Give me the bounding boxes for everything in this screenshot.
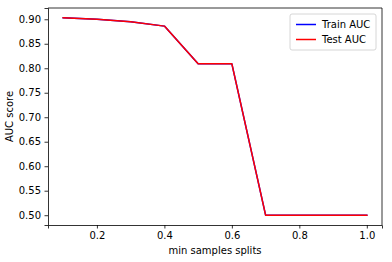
x-axis-title: min samples splits bbox=[168, 245, 261, 256]
y-axis: 0.50 0.55 0.60 0.65 0.70 0.75 0.80 0.85 0.90 bbox=[19, 9, 49, 226]
tick-label: 0.4 bbox=[157, 230, 173, 241]
legend-swatch bbox=[296, 39, 316, 41]
tick: 0.60 bbox=[19, 161, 48, 172]
legend-label: Train AUC bbox=[321, 19, 370, 30]
y-axis-title: AUC score bbox=[4, 91, 15, 142]
frame bbox=[382, 8, 383, 225]
tick-label: 0.60 bbox=[19, 161, 41, 172]
tick-mark bbox=[97, 225, 98, 229]
tick-mark bbox=[45, 19, 49, 20]
tick: 0.80 bbox=[19, 63, 48, 74]
tick: 0.50 bbox=[19, 210, 48, 221]
tick-mark bbox=[45, 166, 49, 167]
tick-mark bbox=[45, 44, 49, 45]
tick-mark bbox=[45, 215, 49, 216]
tick: 0.55 bbox=[19, 185, 48, 196]
tick-mark bbox=[45, 93, 49, 94]
plot: 0.20.40.60.81.00.500.550.600.650.700.750… bbox=[19, 8, 383, 241]
legend: Train AUC Test AUC bbox=[290, 14, 376, 50]
tick-mark bbox=[299, 225, 300, 229]
tick: 0.65 bbox=[19, 136, 48, 147]
tick-label: 0.85 bbox=[19, 38, 41, 49]
tick-mark bbox=[232, 225, 233, 229]
legend-box bbox=[290, 14, 376, 50]
tick: 1.0 bbox=[359, 225, 375, 241]
tick: 0.75 bbox=[19, 87, 48, 98]
tick-mark bbox=[45, 68, 49, 69]
tick-label: 0.80 bbox=[19, 63, 41, 74]
tick: 0.2 bbox=[89, 225, 105, 241]
tick-label: 1.0 bbox=[359, 230, 375, 241]
chart: 0.20.40.60.81.00.500.550.600.650.700.750… bbox=[0, 0, 392, 262]
tick: 0.70 bbox=[19, 112, 48, 123]
tick-mark bbox=[45, 117, 49, 118]
tick-label: 0.2 bbox=[89, 230, 105, 241]
tick-mark bbox=[45, 191, 49, 192]
tick: 0.85 bbox=[19, 38, 48, 49]
axis-line bbox=[49, 226, 383, 229]
tick: 0.90 bbox=[19, 14, 48, 25]
tick-label: 0.50 bbox=[19, 210, 41, 221]
frame bbox=[48, 8, 382, 9]
tick-label: 0.6 bbox=[224, 230, 240, 241]
tick-label: 0.70 bbox=[19, 112, 41, 123]
tick-label: 0.75 bbox=[19, 87, 41, 98]
tick-label: 0.90 bbox=[19, 14, 41, 25]
tick: 0.6 bbox=[224, 225, 240, 241]
tick-label: 0.8 bbox=[292, 230, 308, 241]
tick-mark bbox=[164, 225, 165, 229]
axis-line bbox=[45, 9, 49, 226]
tick: 0.4 bbox=[157, 225, 173, 241]
x-axis: 0.2 0.4 0.6 0.8 1.0 bbox=[49, 225, 383, 241]
tick-mark bbox=[367, 225, 368, 229]
legend-swatch bbox=[296, 24, 316, 26]
tick: 0.8 bbox=[292, 225, 308, 241]
tick-label: 0.65 bbox=[19, 136, 41, 147]
tick-mark bbox=[45, 142, 49, 143]
tick-label: 0.55 bbox=[19, 185, 41, 196]
legend-label: Test AUC bbox=[321, 34, 366, 45]
